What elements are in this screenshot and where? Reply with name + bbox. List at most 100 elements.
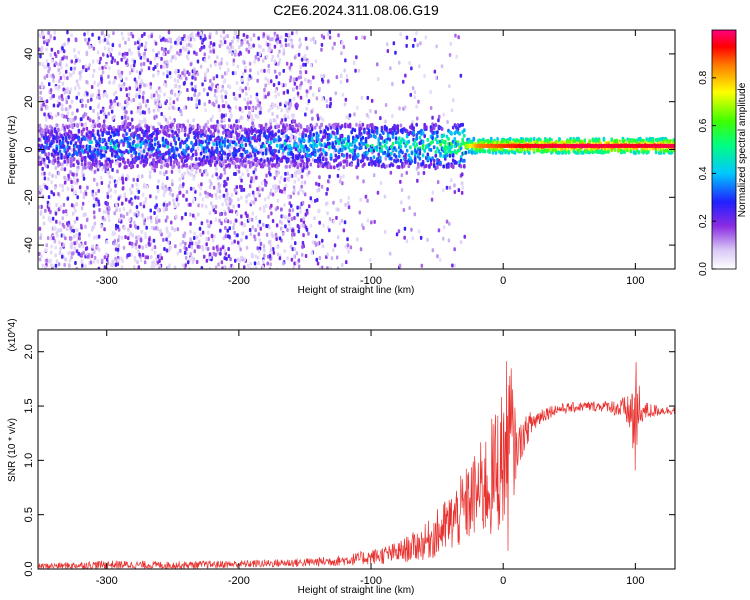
spectrogram-cell (69, 170, 72, 175)
spectrogram-cell (302, 223, 305, 228)
spectrogram-cell (149, 60, 152, 65)
spectrogram-cell (246, 168, 249, 173)
spectrogram-cell (279, 35, 283, 40)
spectrogram-cell (423, 74, 426, 78)
spectrogram-cell (173, 201, 176, 206)
spectrogram-cell (190, 156, 193, 161)
spectrogram-cell (129, 209, 132, 213)
spectrogram-cell (287, 216, 291, 221)
spectrogram-cell (391, 141, 395, 146)
spectrogram-cell (111, 105, 115, 110)
spectrogram-cell (57, 50, 60, 54)
spectrogram-cell (48, 114, 51, 119)
spectrogram-cell (226, 192, 229, 197)
spectrogram-cell (183, 133, 187, 137)
spectrogram-cell (267, 108, 271, 113)
spectrogram-cell (122, 245, 126, 250)
spectrogram-cell (104, 114, 108, 119)
spectrogram-cell (309, 85, 312, 90)
spectrogram-cell (56, 233, 59, 238)
spectrogram-cell (50, 180, 53, 185)
spectrogram-cell (234, 152, 238, 157)
spectrogram-cell (179, 183, 182, 188)
spectrogram-cell (106, 240, 109, 244)
spectrogram-cell (304, 254, 308, 258)
spectrogram-cell (282, 214, 285, 219)
spectrogram-cell (169, 158, 173, 163)
spectrogram-cell (223, 124, 227, 129)
spectrogram-cell (280, 108, 283, 113)
spectrogram-cell (90, 97, 93, 102)
spectrogram-cell (343, 102, 347, 107)
spectrogram-cell (202, 44, 206, 49)
spectrogram-cell (164, 132, 168, 137)
spectrogram-cell (394, 148, 398, 153)
spectrogram-cell (137, 123, 141, 128)
spectrogram-cell (97, 104, 100, 109)
spectrogram-cell (431, 248, 435, 253)
spectrogram-cell (296, 128, 300, 133)
spectrogram-cell (320, 123, 323, 128)
spectrogram-cell (271, 192, 275, 197)
spectrogram-cell (291, 208, 295, 213)
spectrogram-cell (333, 243, 337, 248)
spectrogram-cell (187, 133, 190, 138)
spectrogram-cell (143, 221, 146, 226)
spectrogram-cell (66, 30, 69, 35)
spectrogram-cell (277, 185, 280, 190)
spectrogram-cell (130, 110, 133, 115)
spectrogram-cell (262, 208, 266, 213)
spectrogram-cell (270, 203, 273, 208)
spectrogram-cell (230, 209, 234, 214)
spectrogram-cell (58, 71, 62, 76)
spectrogram-cell (210, 234, 214, 239)
spectrogram-cell (276, 205, 279, 210)
spectrogram-cell (442, 112, 445, 117)
spectrogram-cell (302, 149, 306, 154)
spectrogram-cell (101, 70, 105, 75)
spectrogram-cell (112, 230, 115, 235)
spectrogram-cell (309, 162, 312, 167)
spectrogram-cell (142, 159, 146, 164)
spectrogram-cell (262, 156, 265, 160)
spectrogram-cell (45, 243, 48, 248)
spectrogram-cell (173, 92, 177, 97)
spectrogram-cell (69, 226, 72, 231)
spectrogram-cell (103, 265, 107, 269)
spectrogram-cell (142, 200, 146, 205)
spectrogram-cell (157, 96, 160, 101)
spectrogram-cell (278, 256, 282, 261)
spectrogram-cell (196, 59, 200, 64)
spectrogram-cell (125, 110, 128, 115)
spectrogram-cell (84, 37, 87, 42)
spectrogram-cell (186, 119, 189, 124)
spectrogram-cell (276, 198, 280, 203)
spectrogram-cell (74, 180, 77, 185)
spectrogram-cell (199, 186, 202, 191)
spectrogram-cell (155, 195, 158, 200)
spectrogram-cell (318, 158, 322, 163)
spectrogram-cell (451, 263, 454, 268)
spectrogram-cell (110, 60, 114, 64)
spectrogram-cell (143, 32, 146, 36)
spectrogram-cell (158, 218, 161, 223)
spectrogram-cell (204, 204, 208, 209)
spectrogram-cell (137, 189, 141, 194)
spectrogram-cell (113, 211, 116, 216)
spectrogram-cell (448, 53, 452, 57)
spectrogram-cell (82, 213, 86, 217)
spectrogram-cell (166, 74, 169, 79)
spectrogram-cell (103, 138, 106, 143)
spectrogram-cell (251, 117, 254, 122)
spectrogram-cell (97, 247, 101, 252)
spectrogram-cell (97, 266, 101, 269)
spectrogram-cell (368, 258, 372, 263)
spectrogram-cell (233, 30, 237, 35)
spectrogram-cell (62, 49, 66, 54)
spectrogram-cell (359, 197, 362, 202)
spectrogram-cell (280, 207, 283, 212)
spectrogram-cell (103, 255, 107, 260)
spectrogram-cell (49, 53, 52, 57)
spectrogram-cell (208, 99, 211, 104)
spectrogram-cell (271, 247, 275, 252)
